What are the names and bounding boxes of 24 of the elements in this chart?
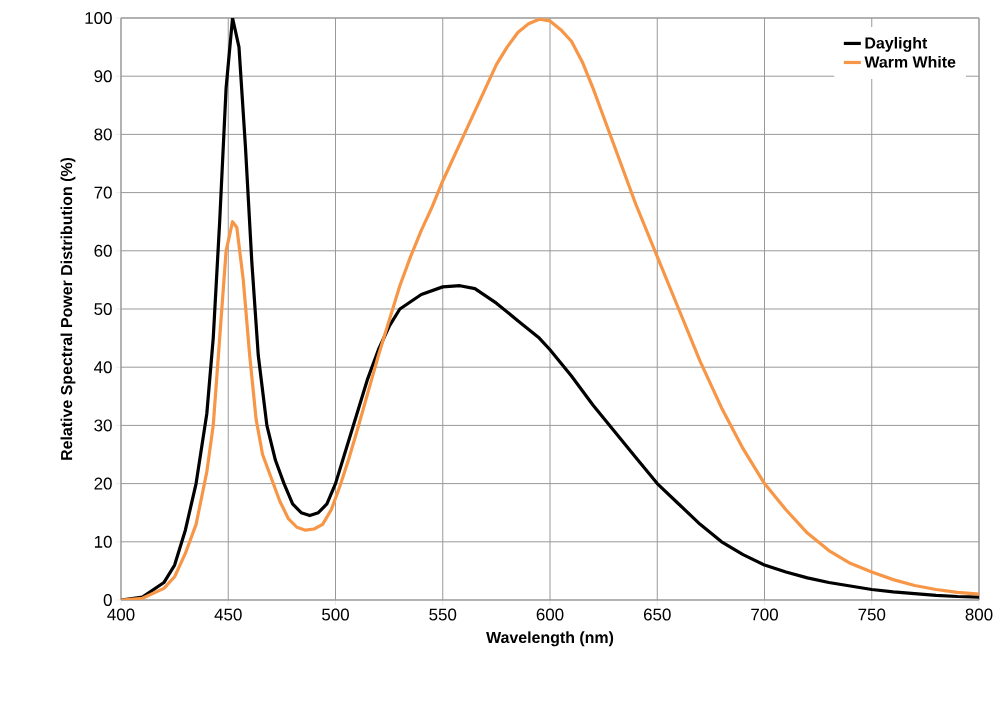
y-tick-label: 60 [94, 244, 112, 257]
y-tick-label: 80 [94, 128, 112, 141]
y-tick-label: 100 [85, 12, 112, 24]
y-tick-label: 90 [94, 70, 112, 83]
x-tick-label: 400 [107, 608, 135, 621]
x-tick-label: 800 [965, 608, 993, 621]
y-tick-label: 20 [94, 477, 112, 490]
y-tick-label: 0 [103, 594, 112, 606]
x-tick-label: 550 [429, 608, 457, 621]
x-tick-label: 650 [643, 608, 671, 621]
legend-label: Daylight [865, 36, 928, 52]
y-tick-label: 40 [94, 361, 112, 374]
x-tick-label: 750 [858, 608, 886, 621]
x-tick-label: 500 [322, 608, 349, 621]
y-axis-title: Relative Spectral Power Distribution (%) [60, 157, 76, 460]
y-tick-label: 70 [94, 186, 112, 199]
y-tick-label: 50 [94, 303, 112, 315]
x-tick-label: 700 [751, 608, 778, 621]
legend-label: Warm White [864, 55, 956, 68]
y-tick-label: 10 [94, 535, 112, 548]
x-tick-label: 600 [536, 608, 564, 621]
y-tick-label: 30 [94, 419, 112, 432]
x-axis-title: Wavelength (nm) [486, 631, 614, 647]
x-tick-label: 450 [214, 608, 242, 621]
